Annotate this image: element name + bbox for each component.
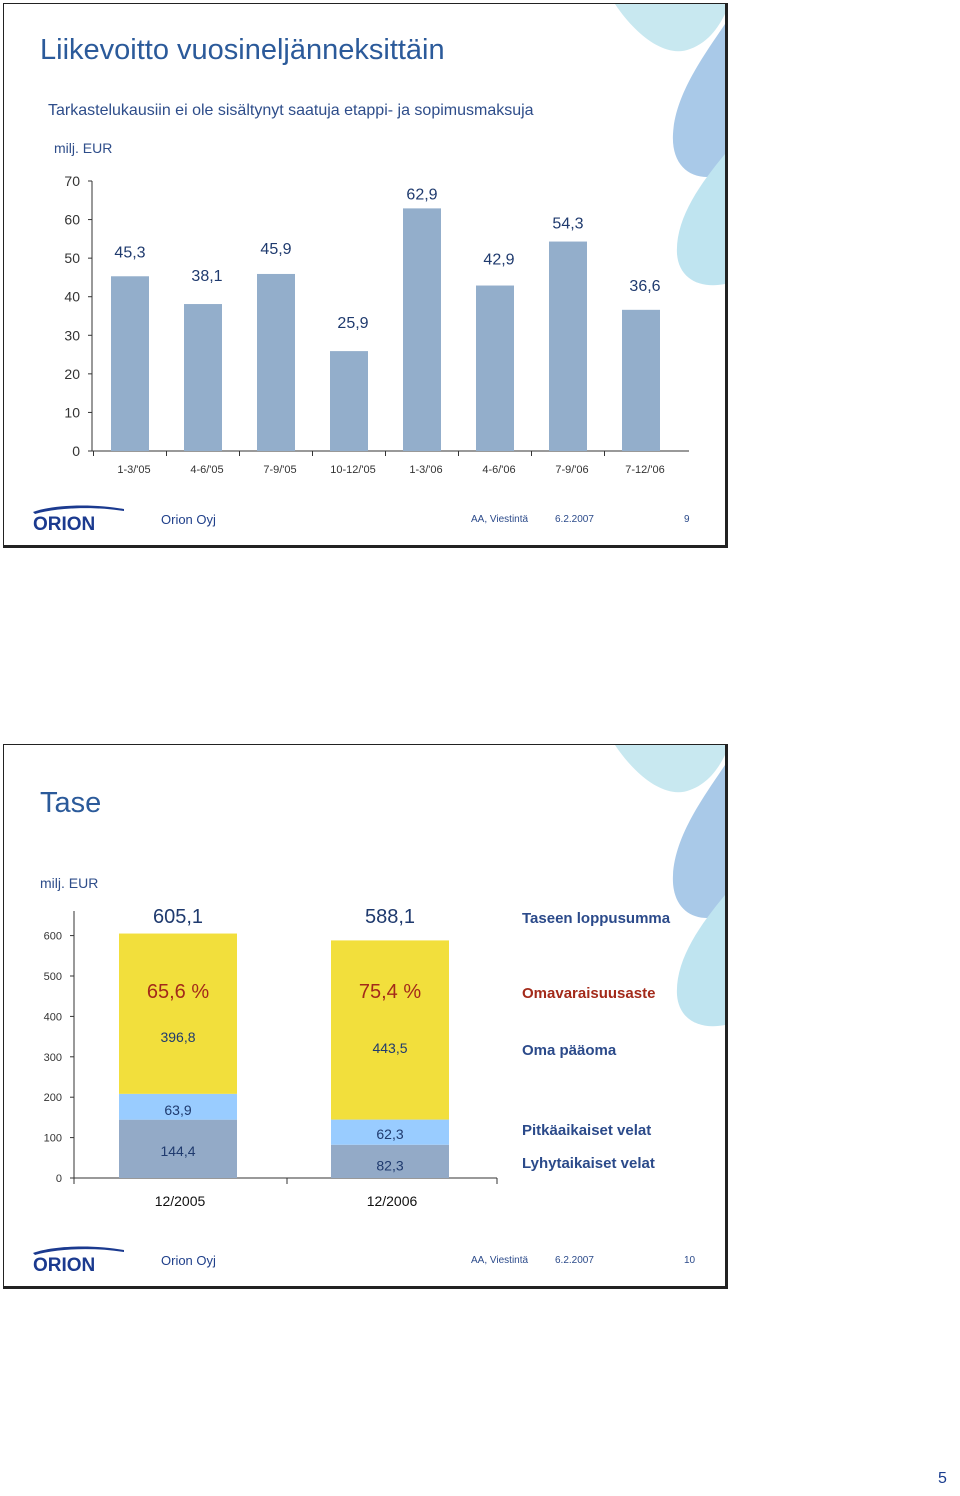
bar	[184, 304, 222, 451]
slide-title: Liikevoitto vuosineljänneksittäin	[40, 34, 445, 66]
y-tick-label: 20	[64, 366, 80, 382]
decorative-waves	[615, 4, 725, 286]
legend-ratio: Omavaraisuusaste	[522, 985, 655, 1002]
legend-total: Taseen loppusumma	[522, 910, 671, 927]
y-tick-label: 40	[64, 289, 80, 305]
data-label: 62,9	[406, 186, 437, 203]
bar-segment	[331, 1119, 449, 1145]
segment-label: 62,3	[376, 1126, 403, 1142]
y-tick-label: 10	[64, 404, 80, 420]
ratio-label: 65,6 %	[147, 981, 209, 1003]
legend-long-term: Pitkäaikaiset velat	[522, 1122, 651, 1139]
slide-footer: ORION Orion Oyj AA, Viestintä 6.2.2007 1…	[4, 1236, 725, 1286]
x-tick-label: 7-9/'05	[263, 464, 296, 474]
orion-logo: ORION	[33, 1246, 124, 1274]
unit-label: milj. EUR	[54, 140, 113, 156]
total-label: 588,1	[365, 906, 415, 928]
legend-equity: Oma pääoma	[522, 1042, 617, 1059]
page-number: 5	[938, 1470, 947, 1487]
slide-number: 10	[684, 1255, 696, 1266]
data-label: 54,3	[552, 216, 583, 233]
author: AA, Viestintä	[471, 1255, 529, 1266]
x-tick-label: 12/2005	[155, 1193, 206, 1209]
segment-label: 63,9	[164, 1102, 191, 1118]
y-tick-label: 60	[64, 212, 80, 228]
ratio-label: 75,4 %	[359, 981, 421, 1003]
y-tick-label: 600	[44, 931, 62, 943]
slide-subtitle: Tarkastelukausiin ei ole sisältynyt saat…	[48, 102, 534, 119]
y-tick-label: 0	[72, 443, 80, 459]
bar	[403, 208, 441, 451]
legend-short-term: Lyhytaikaiset velat	[522, 1155, 655, 1172]
bar	[257, 273, 295, 451]
x-tick-label: 1-3/'06	[409, 464, 442, 474]
slide-operating-profit: Liikevoitto vuosineljänneksittäin Tarkas…	[3, 3, 728, 548]
y-tick-label: 70	[64, 174, 80, 189]
x-tick-label: 4-6/'05	[190, 464, 223, 474]
y-tick-label: 300	[44, 1052, 62, 1064]
x-tick-label: 4-6/'06	[482, 464, 515, 474]
slide-balance-sheet: Tase milj. EUR 0 100 200 300 400 500 600 144,4 6…	[3, 744, 728, 1289]
date: 6.2.2007	[555, 514, 594, 525]
bar-segment	[119, 1119, 237, 1178]
x-tick-label: 10-12/'05	[330, 464, 376, 474]
y-tick-label: 400	[44, 1011, 62, 1023]
y-tick-label: 0	[56, 1173, 62, 1185]
slide-title: Tase	[40, 787, 102, 819]
y-tick-label: 200	[44, 1092, 62, 1104]
author: AA, Viestintä	[471, 514, 529, 525]
slide-footer: ORION Orion Oyj AA, Viestintä 6.2.2007 9	[4, 495, 725, 545]
bar-segment	[331, 940, 449, 1120]
unit-label: milj. EUR	[40, 875, 99, 891]
y-tick-label: 50	[64, 250, 80, 266]
company-name: Orion Oyj	[161, 512, 216, 527]
segment-label: 82,3	[376, 1157, 403, 1173]
svg-text:ORION: ORION	[33, 1255, 95, 1274]
segment-label: 443,5	[372, 1040, 407, 1056]
bar-segment	[119, 933, 237, 1094]
bar	[330, 351, 368, 451]
bar-segment	[331, 1144, 449, 1178]
x-tick-label: 1-3/'05	[117, 464, 150, 474]
total-label: 605,1	[153, 906, 203, 928]
data-label: 45,9	[260, 241, 291, 258]
data-label: 45,3	[114, 244, 145, 261]
company-name: Orion Oyj	[161, 1253, 216, 1268]
date: 6.2.2007	[555, 1255, 594, 1266]
bar	[549, 241, 587, 451]
y-tick-label: 500	[44, 971, 62, 983]
x-tick-label: 7-12/'06	[625, 464, 664, 474]
bar	[111, 276, 149, 451]
data-label: 25,9	[337, 315, 368, 332]
data-label: 36,6	[629, 278, 660, 295]
decorative-waves	[615, 745, 725, 1027]
y-tick-label: 30	[64, 327, 80, 343]
bar-segment	[119, 1093, 237, 1120]
x-tick-label: 7-9/'06	[555, 464, 588, 474]
operating-profit-chart: 0 10 20 30 40 50 60 70 45,3 1-3/'05 38,1 4-6/'05 45,…	[64, 174, 689, 474]
bar	[476, 285, 514, 451]
data-label: 42,9	[483, 252, 514, 269]
slide-number: 9	[684, 514, 690, 525]
segment-label: 144,4	[160, 1143, 195, 1159]
svg-text:ORION: ORION	[33, 514, 95, 533]
x-tick-label: 12/2006	[367, 1193, 418, 1209]
segment-label: 396,8	[160, 1029, 195, 1045]
orion-logo: ORION	[33, 505, 124, 533]
data-label: 38,1	[191, 268, 222, 285]
balance-sheet-chart: 0 100 200 300 400 500 600 144,4 63,9 396,8 605,1 65…	[44, 906, 671, 1209]
bar	[622, 309, 660, 451]
y-tick-label: 100	[44, 1133, 62, 1145]
